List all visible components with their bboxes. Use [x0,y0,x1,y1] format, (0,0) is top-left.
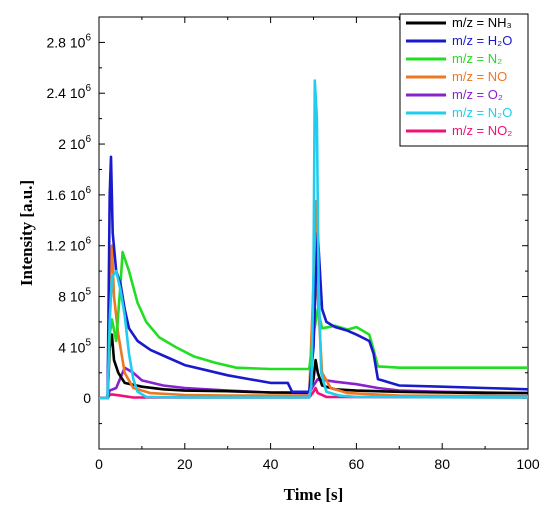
x-tick-label: 100 [516,456,540,472]
y-tick-label: 1.6 106 [47,185,92,203]
x-tick-label: 60 [349,456,365,472]
legend-label: m/z = NH₃ [452,15,512,30]
legend-label: m/z = NO [452,69,507,84]
legend-label: m/z = O₂ [452,87,503,102]
legend-label: m/z = N₂ [452,51,502,66]
legend-label: m/z = N₂O [452,105,512,120]
y-tick-label: 2 106 [58,134,91,152]
legend-label: m/z = NO₂ [452,123,512,138]
y-tick-label: 2.8 106 [47,32,92,50]
y-tick-label: 4 105 [58,337,91,355]
y-tick-label: 8 105 [58,287,91,305]
legend: m/z = NH₃ m/z = H₂O m/z = N₂ m/z = NO m/z = … [400,14,528,146]
y-axis-title: Intensity [a.u.] [17,180,36,286]
x-tick-label: 80 [434,456,450,472]
x-axis-title: Time [s] [284,485,344,504]
y-tick-label: 0 [83,390,91,406]
y-tick-label: 2.4 106 [47,83,92,101]
legend-label: m/z = H₂O [452,33,512,48]
x-tick-label: 40 [263,456,279,472]
x-tick-label: 20 [177,456,193,472]
y-tick-label: 1.2 106 [47,236,92,254]
x-tick-label: 0 [95,456,103,472]
